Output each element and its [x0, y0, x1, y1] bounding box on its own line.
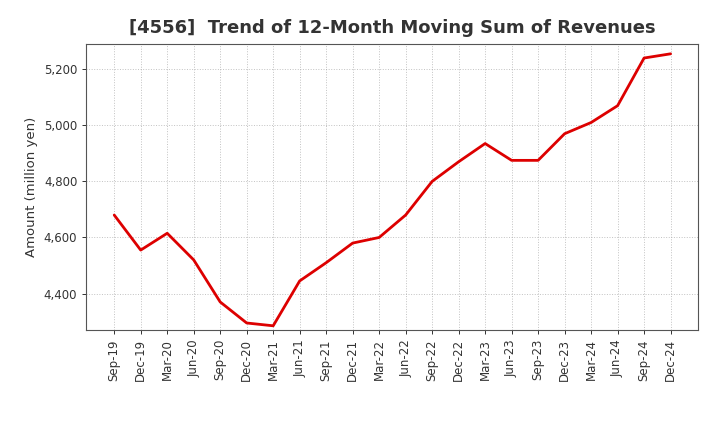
Title: [4556]  Trend of 12-Month Moving Sum of Revenues: [4556] Trend of 12-Month Moving Sum of R…	[129, 19, 656, 37]
Y-axis label: Amount (million yen): Amount (million yen)	[25, 117, 38, 257]
